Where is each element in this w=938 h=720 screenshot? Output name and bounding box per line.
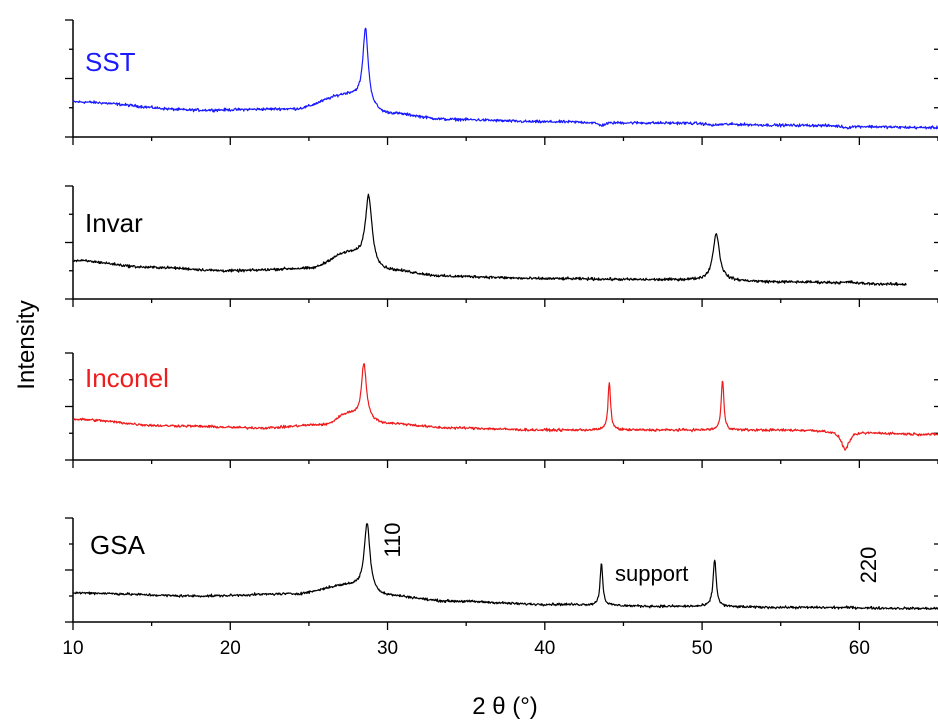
series-label-sst: SST [85,47,136,77]
annotation-110: 110 [380,522,405,557]
x-tick-label: 10 [62,638,83,659]
annotation-220: 220 [856,547,881,584]
x-tick-label: 20 [220,638,241,659]
x-tick-label: 50 [692,638,713,659]
series-line-invar [72,193,907,287]
series-line-sst [72,27,938,130]
panel-sst: SST [65,19,938,145]
series-label-gsa: GSA [90,530,146,560]
annotation-support: support [615,561,688,586]
panel-gsa: GSA [65,517,938,630]
y-axis-title: Intensity [13,300,40,389]
series-label-inconel: Inconel [85,363,169,393]
x-tick-label: 60 [849,638,870,659]
panel-inconel: Inconel [65,352,938,468]
x-tick-label: 30 [377,638,398,659]
series-label-invar: Invar [85,208,143,238]
x-axis: 10 20 30 40 50 60 [62,638,870,659]
series-line-inconel [72,363,938,451]
series-line-gsa [72,523,938,611]
panels-layer: SST Invar Inconel GSA 110 support 220 [65,19,938,630]
x-axis-title: 2 θ (°) [472,693,538,720]
x-tick-label: 40 [534,638,555,659]
panel-invar: Invar [65,185,938,307]
